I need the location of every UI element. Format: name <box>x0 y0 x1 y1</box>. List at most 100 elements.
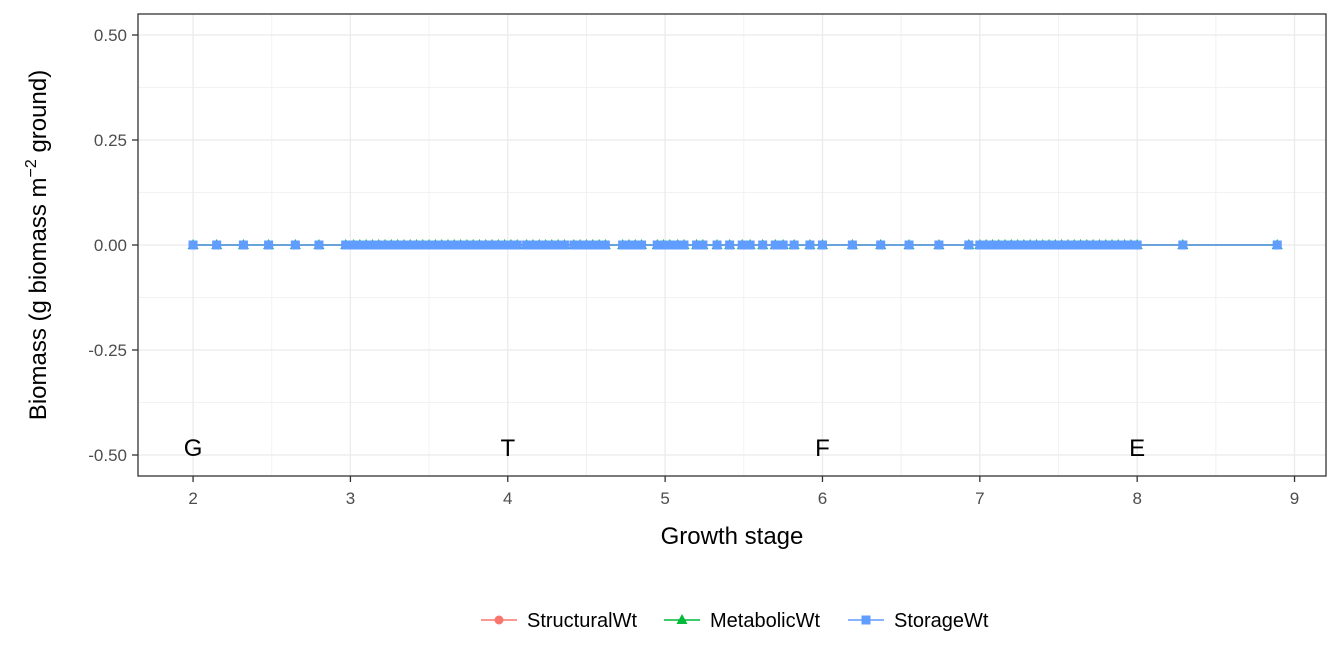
legend-key-marker-structuralwt <box>494 615 504 625</box>
data-point-storagewt <box>238 240 248 250</box>
series-storagewt <box>188 240 1282 250</box>
data-point-storagewt <box>1063 240 1073 250</box>
data-point-storagewt <box>506 240 516 250</box>
data-point-storagewt <box>679 240 689 250</box>
data-point-storagewt <box>443 240 453 250</box>
data-point-storagewt <box>789 240 799 250</box>
legend-label-storagewt: StorageWt <box>894 610 989 632</box>
data-point-storagewt <box>314 240 324 250</box>
data-point-storagewt <box>712 240 722 250</box>
data-point-storagewt <box>987 240 997 250</box>
x-tick-label: 3 <box>346 489 355 508</box>
data-point-storagewt <box>412 240 422 250</box>
data-point-storagewt <box>1031 240 1041 250</box>
data-point-storagewt <box>341 240 351 250</box>
data-point-storagewt <box>534 240 544 250</box>
data-point-storagewt <box>374 240 384 250</box>
y-axis-title-superscript: −2 <box>23 159 40 177</box>
data-point-storagewt <box>1038 240 1048 250</box>
data-point-storagewt <box>188 240 198 250</box>
data-point-storagewt <box>1094 240 1104 250</box>
stage-label-e: E <box>1129 435 1145 462</box>
data-point-storagewt <box>355 240 365 250</box>
data-point-storagewt <box>692 240 702 250</box>
y-axis-title: Biomass (g biomass m−2 ground) <box>23 70 52 420</box>
x-tick-label: 4 <box>503 489 512 508</box>
data-point-storagewt <box>456 240 466 250</box>
y-tick-label: 0.00 <box>94 236 127 255</box>
legend: StructuralWt MetabolicWt StorageWt <box>481 610 989 632</box>
data-point-storagewt <box>541 240 551 250</box>
x-tick-label: 9 <box>1290 489 1299 508</box>
data-point-storagewt <box>1132 240 1142 250</box>
data-point-storagewt <box>981 240 991 250</box>
data-point-storagewt <box>725 240 735 250</box>
data-point-storagewt <box>1113 240 1123 250</box>
data-point-storagewt <box>1082 240 1092 250</box>
data-point-storagewt <box>1050 240 1060 250</box>
data-point-storagewt <box>778 240 788 250</box>
data-point-storagewt <box>393 240 403 250</box>
data-point-storagewt <box>264 240 274 250</box>
data-point-storagewt <box>399 240 409 250</box>
data-point-storagewt <box>876 240 886 250</box>
data-point-storagewt <box>437 240 447 250</box>
data-point-storagewt <box>367 240 377 250</box>
data-point-storagewt <box>904 240 914 250</box>
data-point-storagewt <box>380 240 390 250</box>
y-tick-label: -0.50 <box>88 446 127 465</box>
data-point-storagewt <box>737 240 747 250</box>
axes: 2 3 4 5 6 7 8 9 0.50 0.25 0.00 -0.25 -0.50 <box>88 26 1299 508</box>
x-tick-label: 6 <box>818 489 827 508</box>
x-tick-label: 7 <box>975 489 984 508</box>
data-point-storagewt <box>1101 240 1111 250</box>
data-point-storagewt <box>1107 240 1117 250</box>
data-point-storagewt <box>528 240 538 250</box>
data-point-storagewt <box>934 240 944 250</box>
data-point-storagewt <box>290 240 300 250</box>
data-point-storagewt <box>665 240 675 250</box>
data-point-storagewt <box>698 240 708 250</box>
data-point-storagewt <box>559 240 569 250</box>
data-point-storagewt <box>386 240 396 250</box>
legend-label-metabolicwt: MetabolicWt <box>710 610 820 632</box>
stage-label-f: F <box>815 435 830 462</box>
data-point-storagewt <box>745 240 755 250</box>
legend-label-structuralwt: StructuralWt <box>527 610 637 632</box>
data-point-storagewt <box>1000 240 1010 250</box>
data-point-storagewt <box>1069 240 1079 250</box>
legend-key-marker-metabolicwt <box>676 614 688 624</box>
data-point-storagewt <box>847 240 857 250</box>
data-point-storagewt <box>512 240 522 250</box>
data-point-storagewt <box>1178 240 1188 250</box>
data-point-storagewt <box>462 240 472 250</box>
data-point-storagewt <box>468 240 478 250</box>
data-point-storagewt <box>637 240 647 250</box>
data-point-storagewt <box>1272 240 1282 250</box>
y-axis-title-main: Biomass (g biomass m <box>25 177 52 420</box>
data-point-storagewt <box>1088 240 1098 250</box>
data-point-storagewt <box>430 240 440 250</box>
data-point-storagewt <box>758 240 768 250</box>
data-point-storagewt <box>581 240 591 250</box>
data-point-storagewt <box>600 240 610 250</box>
data-point-storagewt <box>361 240 371 250</box>
data-point-storagewt <box>588 240 598 250</box>
y-tick-label: -0.25 <box>88 341 127 360</box>
x-tick-label: 2 <box>188 489 197 508</box>
x-tick-label: 5 <box>660 489 669 508</box>
x-axis-title: Growth stage <box>661 523 804 550</box>
data-point-storagewt <box>1025 240 1035 250</box>
data-point-storagewt <box>594 240 604 250</box>
legend-key-marker-storagewt <box>861 615 871 625</box>
y-tick-label: 0.50 <box>94 26 127 45</box>
data-point-storagewt <box>1006 240 1016 250</box>
y-tick-label: 0.25 <box>94 131 127 150</box>
data-point-storagewt <box>817 240 827 250</box>
data-point-storagewt <box>1126 240 1136 250</box>
data-point-storagewt <box>1013 240 1023 250</box>
data-point-storagewt <box>964 240 974 250</box>
data-point-storagewt <box>449 240 459 250</box>
data-point-storagewt <box>481 240 491 250</box>
